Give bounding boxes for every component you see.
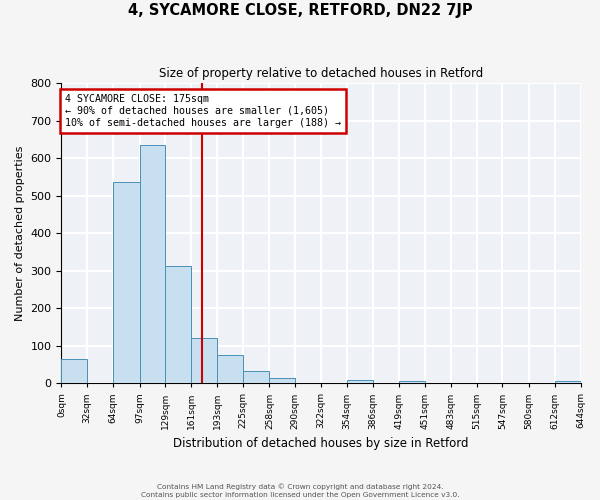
Text: Contains HM Land Registry data © Crown copyright and database right 2024.
Contai: Contains HM Land Registry data © Crown c… (140, 484, 460, 498)
Bar (555, 382, 581, 384)
Bar (243, 371, 269, 384)
Bar (217, 355, 243, 384)
Bar (61, 359, 87, 384)
Bar (166, 266, 191, 384)
Bar (347, 380, 373, 384)
Y-axis label: Number of detached properties: Number of detached properties (15, 146, 25, 321)
Bar (191, 338, 217, 384)
Text: 4, SYCAMORE CLOSE, RETFORD, DN22 7JP: 4, SYCAMORE CLOSE, RETFORD, DN22 7JP (128, 2, 472, 18)
Bar (140, 145, 166, 384)
Bar (269, 378, 295, 384)
X-axis label: Distribution of detached houses by size in Retford: Distribution of detached houses by size … (173, 437, 469, 450)
Title: Size of property relative to detached houses in Retford: Size of property relative to detached ho… (159, 68, 483, 80)
Text: 4 SYCAMORE CLOSE: 175sqm
← 90% of detached houses are smaller (1,605)
10% of sem: 4 SYCAMORE CLOSE: 175sqm ← 90% of detach… (65, 94, 341, 128)
Bar (113, 182, 140, 384)
Bar (399, 382, 425, 384)
